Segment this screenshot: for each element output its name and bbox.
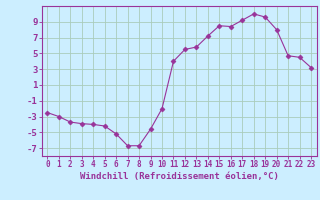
X-axis label: Windchill (Refroidissement éolien,°C): Windchill (Refroidissement éolien,°C): [80, 172, 279, 181]
